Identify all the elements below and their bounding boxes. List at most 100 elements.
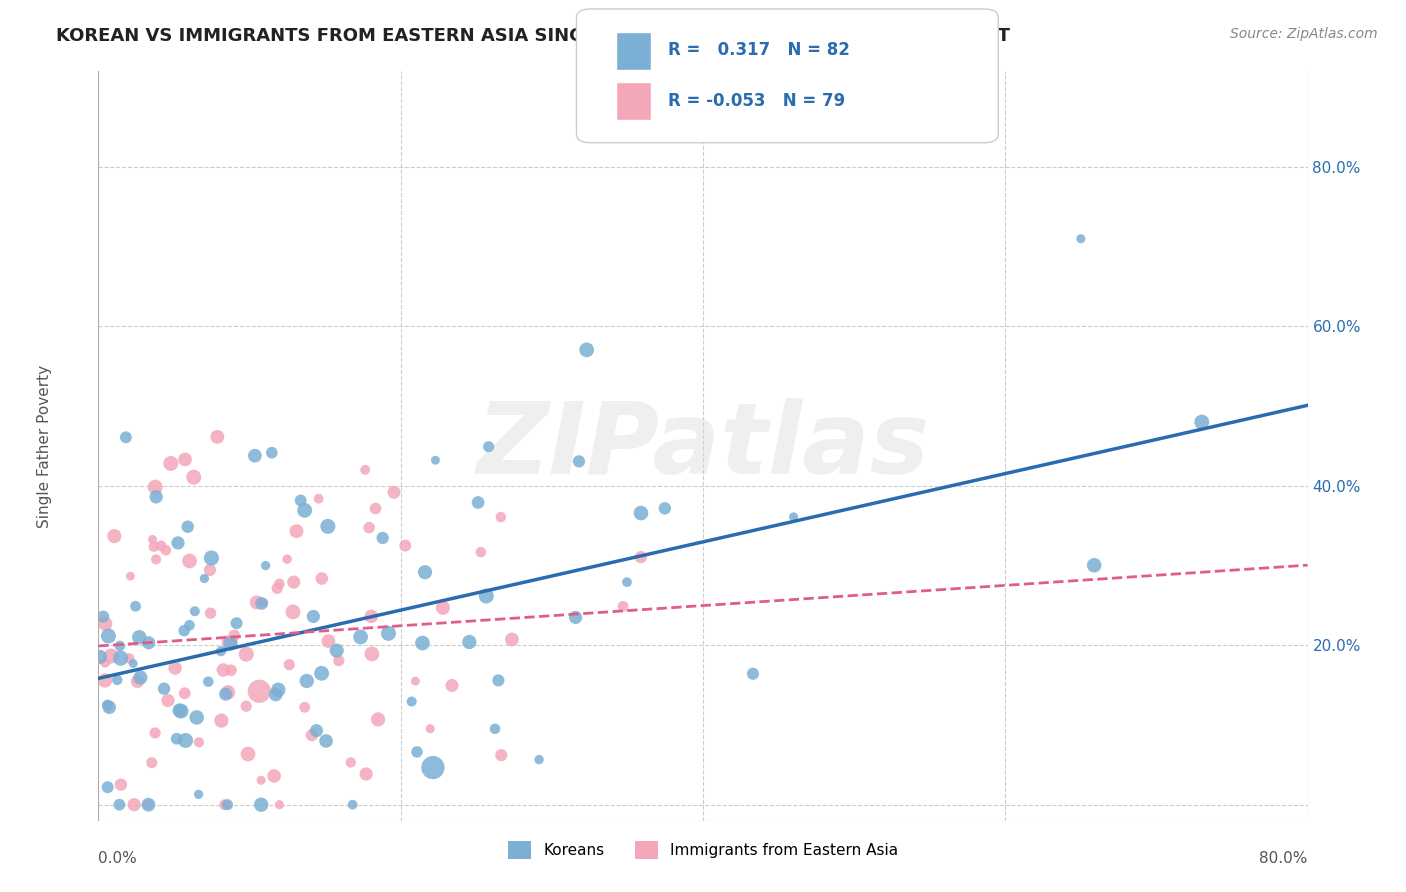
Point	[253, 596, 276, 610]
Point	[360, 609, 382, 624]
Point	[170, 704, 193, 718]
Point	[302, 609, 325, 624]
Point	[475, 589, 498, 603]
Point	[354, 463, 377, 477]
Point	[1083, 558, 1105, 573]
Point	[98, 700, 121, 714]
Point	[404, 674, 426, 689]
Point	[250, 773, 273, 788]
Point	[315, 734, 337, 748]
Point	[200, 606, 222, 620]
Point	[630, 550, 652, 565]
Point	[141, 756, 163, 770]
Point	[264, 688, 287, 702]
Point	[105, 673, 128, 687]
Point	[616, 575, 638, 590]
Point	[308, 491, 330, 506]
Point	[484, 722, 506, 736]
Point	[179, 618, 201, 632]
Text: Single Father Poverty: Single Father Poverty	[37, 365, 52, 527]
Point	[246, 595, 269, 609]
Point	[169, 703, 191, 717]
Point	[136, 797, 159, 812]
Point	[207, 430, 229, 444]
Point	[318, 634, 340, 648]
Text: KOREAN VS IMMIGRANTS FROM EASTERN ASIA SINGLE FATHER POVERTY CORRELATION CHART: KOREAN VS IMMIGRANTS FROM EASTERN ASIA S…	[56, 27, 1011, 45]
Point	[491, 748, 513, 763]
Point	[354, 767, 377, 781]
Point	[339, 756, 361, 770]
Point	[782, 509, 804, 524]
Point	[97, 629, 120, 643]
Point	[224, 628, 246, 642]
Point	[325, 643, 347, 657]
Point	[218, 635, 240, 649]
Point	[235, 699, 257, 714]
Point	[174, 452, 197, 467]
Point	[193, 572, 215, 586]
Point	[276, 552, 298, 566]
Point	[285, 524, 308, 538]
Point	[1070, 232, 1092, 246]
Point	[742, 666, 765, 681]
Point	[654, 501, 676, 516]
Point	[406, 745, 429, 759]
Point	[305, 723, 328, 738]
Point	[361, 647, 384, 661]
Point	[122, 797, 145, 812]
Point	[212, 663, 235, 677]
Point	[243, 449, 266, 463]
Point	[127, 674, 149, 689]
Point	[263, 769, 285, 783]
Point	[167, 536, 190, 550]
Point	[269, 797, 291, 812]
Point	[120, 569, 142, 583]
Point	[269, 577, 291, 591]
Point	[371, 531, 394, 545]
Point	[100, 648, 122, 663]
Point	[501, 632, 523, 647]
Point	[145, 552, 167, 566]
Point	[342, 797, 364, 812]
Point	[97, 780, 120, 795]
Point	[278, 657, 301, 672]
Legend: Koreans, Immigrants from Eastern Asia: Koreans, Immigrants from Eastern Asia	[502, 835, 904, 865]
Point	[281, 605, 304, 619]
Point	[150, 539, 173, 553]
Point	[96, 698, 118, 713]
Point	[290, 493, 312, 508]
Point	[173, 624, 195, 638]
Point	[301, 728, 323, 742]
Text: 80.0%: 80.0%	[1260, 851, 1308, 865]
Point	[142, 540, 165, 554]
Point	[209, 714, 232, 728]
Point	[283, 575, 305, 590]
Point	[311, 666, 333, 681]
Point	[422, 760, 444, 774]
Point	[124, 599, 146, 614]
Point	[115, 430, 138, 444]
Point	[143, 726, 166, 740]
Point	[294, 700, 316, 714]
Point	[440, 678, 463, 692]
Point	[630, 506, 652, 520]
Point	[250, 797, 273, 812]
Point	[527, 753, 550, 767]
Point	[401, 694, 423, 708]
Point	[266, 582, 288, 596]
Point	[267, 682, 290, 697]
Point	[575, 343, 598, 357]
Point	[145, 490, 167, 504]
Point	[359, 521, 381, 535]
Point	[467, 495, 489, 509]
Point	[568, 454, 591, 468]
Point	[349, 630, 371, 644]
Point	[470, 545, 492, 559]
Point	[128, 630, 150, 644]
Point	[160, 457, 183, 471]
Point	[219, 663, 242, 677]
Point	[367, 712, 389, 726]
Point	[122, 657, 145, 671]
Point	[200, 551, 222, 566]
Point	[143, 480, 166, 494]
